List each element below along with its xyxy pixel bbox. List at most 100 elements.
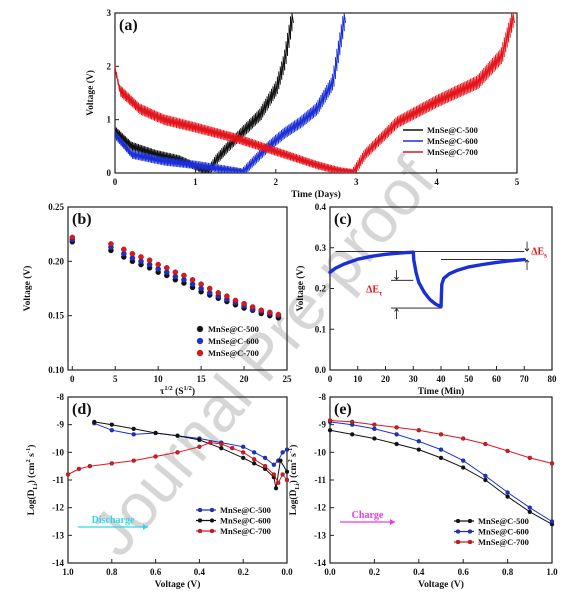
data-point: [241, 300, 247, 307]
y-axis-label-part: ): [288, 445, 299, 448]
x-axis-label: Time (Min): [418, 386, 465, 397]
data-point: [121, 246, 127, 253]
x-axis-label-part: τ: [160, 387, 165, 397]
series-line: [328, 250, 526, 309]
y-tick-label: -8: [319, 392, 327, 402]
legend-marker: [196, 349, 204, 357]
x-axis-label: Voltage (V): [155, 579, 201, 590]
data-point: [215, 290, 222, 296]
data-point: [232, 297, 239, 304]
x-tick-label: 0.4: [413, 567, 425, 577]
data-point: [138, 254, 144, 260]
x-tick-label: 5: [113, 374, 118, 384]
data-point: [280, 450, 285, 455]
data-point: [461, 458, 466, 463]
x-tick-label: 30: [409, 374, 419, 384]
data-point: [372, 422, 377, 427]
y-tick-label: 0.25: [48, 202, 64, 212]
y-tick-label: 2: [107, 61, 112, 71]
panel-d: 1.0 0.8 0.6 0.4 0.2 0.0-14-13-12-11-10-9-8(d)…: [25, 392, 293, 590]
y-tick-label: -10: [52, 447, 64, 457]
panel-e: 0.0 0.2 0.4 0.6 0.8 1.0-14-13-12-11-10-9-8(e)…: [287, 392, 558, 590]
legend-swatch-marker: [467, 518, 473, 524]
data-point: [267, 309, 273, 316]
data-point: [284, 447, 290, 452]
x-tick-label: 0: [70, 374, 75, 384]
data-point: [527, 509, 532, 514]
legend-swatch-marker: [197, 507, 203, 513]
data-point: [65, 472, 71, 477]
delta-es-label: ΔEs: [531, 247, 547, 260]
panel-label: (a): [119, 17, 138, 34]
x-tick-label: 0.6: [458, 567, 470, 577]
legend-entry-label: MnSe@C-700: [427, 147, 478, 157]
panel-c: 0 10 20 30 40 50 60 70 80 0.0 0.1 0.2 0.3 0.4 (c) ΔEs ΔE…: [295, 202, 557, 397]
y-axis-label-part: 2: [287, 459, 294, 462]
y-tick-label: -9: [319, 420, 327, 430]
y-tick-label: -9: [57, 420, 65, 430]
x-tick-label: 1.0: [546, 567, 558, 577]
legend-swatch-marker: [197, 518, 203, 523]
x-tick-label: 4: [434, 177, 439, 187]
data-point: [76, 466, 82, 472]
delta-arrowhead: [394, 276, 399, 281]
panel-a: 0 1 2 3 4 5 0 1 2 3 (a) Time (Days) Voltage (V) MnSe@…: [85, 8, 520, 200]
legend-marker: [196, 337, 204, 345]
data-point: [131, 432, 136, 437]
legend-entry-label: MnSe@C-600: [220, 516, 271, 526]
x-axis-label: Time (Days): [291, 189, 341, 200]
x-tick-label: 0.8: [502, 567, 514, 577]
x-tick-label: 60: [492, 374, 502, 384]
data-point: [224, 293, 230, 299]
legend-swatch-marker: [209, 518, 215, 523]
data-point: [483, 477, 488, 483]
data-point: [129, 250, 136, 257]
data-point: [527, 455, 532, 461]
data-point: [230, 446, 235, 451]
data-point: [461, 436, 466, 441]
data-point: [350, 432, 355, 437]
data-point: [258, 307, 264, 313]
data-point: [527, 505, 532, 510]
data-point: [505, 448, 510, 454]
data-point: [146, 257, 153, 263]
legend-swatch-marker: [467, 529, 473, 534]
data-point: [438, 455, 444, 461]
data-point: [109, 461, 114, 466]
data-point: [175, 433, 180, 438]
data-point: [273, 486, 279, 491]
legend-entry-label: MnSe@C-700: [478, 537, 529, 547]
y-axis-label-part: -1: [25, 448, 32, 453]
y-tick-label: 0.10: [48, 365, 64, 375]
x-tick-label: 0.6: [150, 567, 162, 577]
x-tick-label: 10: [353, 374, 363, 384]
data-point: [131, 458, 136, 463]
direction-arrowhead: [143, 524, 148, 530]
data-point: [438, 432, 444, 437]
data-point: [505, 494, 510, 499]
data-point: [208, 440, 213, 445]
data-point: [271, 462, 277, 467]
data-point: [109, 422, 114, 427]
y-tick-label: 0.2: [315, 284, 327, 294]
data-point: [249, 304, 256, 310]
legend-entry-label: MnSe@C-700: [220, 526, 271, 536]
delta-arrowhead: [524, 259, 530, 263]
legend-entry-label: MnSe@C-500: [220, 505, 271, 515]
x-tick-label: 1: [193, 177, 198, 187]
delta-et-sub: τ: [379, 290, 383, 298]
x-tick-label: 0.2: [238, 567, 250, 577]
data-point: [87, 464, 93, 469]
data-point: [251, 450, 257, 455]
y-tick-label: -8: [57, 392, 65, 402]
data-point: [372, 426, 377, 431]
y-tick-label: 0.0: [315, 365, 327, 375]
plot-frame: [67, 206, 288, 371]
x-tick-label: 0: [328, 374, 333, 384]
data-point: [251, 461, 257, 466]
y-axis-label-part: ) (cm: [26, 462, 37, 483]
legend-entry-label: MnSe@C-600: [427, 136, 478, 146]
data-point: [483, 441, 488, 447]
data-point: [394, 425, 399, 430]
y-axis-label-part: s: [27, 453, 37, 459]
